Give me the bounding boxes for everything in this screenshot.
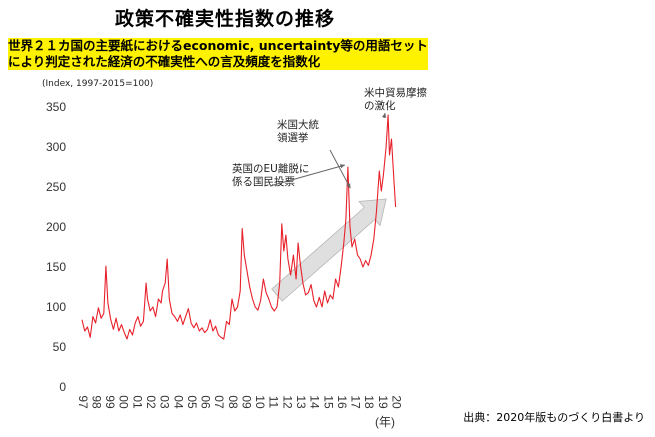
annotation-arrowhead <box>339 164 345 169</box>
annotation-label: 米国大統 <box>277 118 319 131</box>
x-tick-label: 04 <box>171 395 185 409</box>
y-tick-label: 350 <box>46 100 66 114</box>
trend-arrow <box>271 198 387 302</box>
x-tick-label: 19 <box>376 395 390 409</box>
series-line <box>81 114 397 340</box>
source-note: 出典：2020年版ものづくり白書より <box>463 411 645 424</box>
annotation-arrow <box>329 149 351 189</box>
x-tick-label: 13 <box>294 395 308 409</box>
annotation-arrowhead <box>382 113 387 118</box>
annotation-label: 英国のEU離脱に <box>232 162 309 175</box>
x-tick-label: 11 <box>267 396 281 409</box>
annotation-arrowhead <box>346 183 351 189</box>
y-tick-label: 200 <box>46 220 66 234</box>
x-tick-label: 20 <box>389 395 403 409</box>
y-tick-label: 100 <box>46 300 66 314</box>
annotation-label: 領選挙 <box>277 131 309 144</box>
series-group <box>81 114 397 340</box>
x-tick-label: 18 <box>362 395 376 409</box>
y-tick-label: 300 <box>46 140 66 154</box>
annotation-label: の激化 <box>364 99 396 112</box>
x-tick-label: 00 <box>117 395 131 409</box>
y-axis: 0 50 100 150 200 250 300 350 <box>46 100 66 394</box>
annotation-label: 係る国民投票 <box>232 175 295 188</box>
y-tick-label: 150 <box>46 260 66 274</box>
y-tick-label: 0 <box>59 380 66 394</box>
x-tick-label: 12 <box>280 395 294 409</box>
x-tick-label: 05 <box>185 395 199 409</box>
x-tick-label: 08 <box>226 395 240 409</box>
x-axis: 97 98 99 00 01 02 03 04 05 06 07 08 09 10 11 12 13 14 15 16… <box>76 395 404 409</box>
x-tick-label: 09 <box>239 395 253 409</box>
trend-arrow-group <box>271 198 387 302</box>
y-tick-label: 250 <box>46 180 66 194</box>
x-tick-label: 15 <box>321 395 335 409</box>
x-tick-label: 14 <box>308 395 322 409</box>
x-tick-label: 07 <box>212 395 226 409</box>
x-tick-label: 17 <box>349 395 363 409</box>
x-tick-label: 06 <box>199 395 213 409</box>
x-tick-label: 02 <box>144 395 158 409</box>
chart-title: 政策不確実性指数の推移 <box>114 8 335 30</box>
x-tick-label: 97 <box>76 395 90 409</box>
x-tick-label: 01 <box>130 395 144 409</box>
x-tick-label: 16 <box>335 395 349 409</box>
chart-subtitle: 世界２１カ国の主要紙におけるeconomic, uncertainty等の用語セ… <box>8 38 428 70</box>
annotation-label: 米中貿易摩擦 <box>364 86 427 99</box>
x-tick-label: 99 <box>103 395 117 409</box>
y-tick-label: 50 <box>53 340 67 354</box>
x-tick-label: 03 <box>158 395 172 409</box>
annotation-arrow <box>269 164 346 187</box>
y-axis-label: (Index, 1997-2015=100) <box>42 79 154 89</box>
x-tick-label: 10 <box>253 395 267 409</box>
x-axis-label: (年) <box>375 415 395 429</box>
x-tick-label: 98 <box>89 395 103 409</box>
